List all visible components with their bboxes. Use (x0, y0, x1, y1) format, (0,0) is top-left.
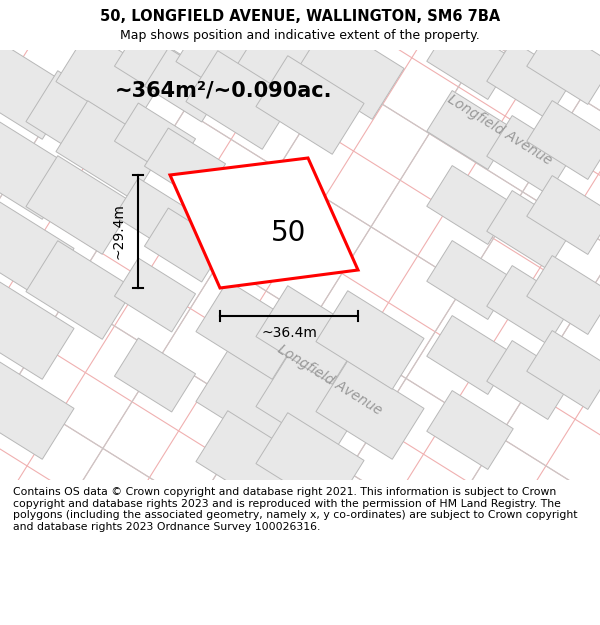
Polygon shape (256, 56, 364, 154)
Polygon shape (176, 11, 284, 109)
Text: 50, LONGFIELD AVENUE, WALLINGTON, SM6 7BA: 50, LONGFIELD AVENUE, WALLINGTON, SM6 7B… (100, 9, 500, 24)
Polygon shape (145, 208, 226, 282)
Polygon shape (487, 116, 573, 194)
Polygon shape (527, 256, 600, 334)
Polygon shape (427, 91, 513, 169)
Polygon shape (427, 166, 513, 244)
Text: ~36.4m: ~36.4m (261, 326, 317, 340)
Polygon shape (186, 51, 294, 149)
Polygon shape (256, 286, 364, 384)
Polygon shape (487, 41, 573, 119)
Polygon shape (427, 316, 513, 394)
Text: Map shows position and indicative extent of the property.: Map shows position and indicative extent… (120, 29, 480, 42)
Polygon shape (115, 338, 196, 412)
Polygon shape (316, 361, 424, 459)
Text: Longfield Avenue: Longfield Avenue (445, 92, 554, 168)
Text: 50: 50 (271, 219, 307, 247)
Polygon shape (427, 391, 513, 469)
Polygon shape (0, 361, 74, 459)
Polygon shape (487, 341, 573, 419)
Polygon shape (256, 356, 364, 454)
Polygon shape (0, 121, 74, 219)
Polygon shape (26, 71, 134, 169)
Polygon shape (527, 26, 600, 104)
Polygon shape (0, 41, 74, 139)
Text: ~364m²/~0.090ac.: ~364m²/~0.090ac. (115, 80, 332, 100)
Polygon shape (256, 412, 364, 511)
Polygon shape (527, 101, 600, 179)
Polygon shape (527, 176, 600, 254)
Polygon shape (0, 281, 74, 379)
Polygon shape (427, 241, 513, 319)
Polygon shape (26, 241, 134, 339)
Polygon shape (56, 101, 164, 199)
Polygon shape (145, 48, 226, 122)
Polygon shape (170, 158, 358, 288)
Polygon shape (115, 258, 196, 332)
Polygon shape (296, 21, 404, 119)
Polygon shape (196, 351, 304, 449)
Polygon shape (487, 191, 573, 269)
Polygon shape (115, 178, 196, 252)
Polygon shape (236, 16, 344, 114)
Polygon shape (115, 103, 196, 177)
Polygon shape (196, 411, 304, 509)
Polygon shape (26, 156, 134, 254)
Polygon shape (427, 21, 513, 99)
Polygon shape (487, 266, 573, 344)
Polygon shape (145, 128, 226, 202)
Polygon shape (196, 281, 304, 379)
Polygon shape (0, 201, 74, 299)
Text: Longfield Avenue: Longfield Avenue (275, 342, 385, 418)
Text: ~29.4m: ~29.4m (112, 204, 126, 259)
Polygon shape (56, 31, 164, 129)
Polygon shape (527, 331, 600, 409)
Polygon shape (316, 291, 424, 389)
Text: Contains OS data © Crown copyright and database right 2021. This information is : Contains OS data © Crown copyright and d… (13, 488, 578, 532)
Polygon shape (115, 28, 196, 102)
